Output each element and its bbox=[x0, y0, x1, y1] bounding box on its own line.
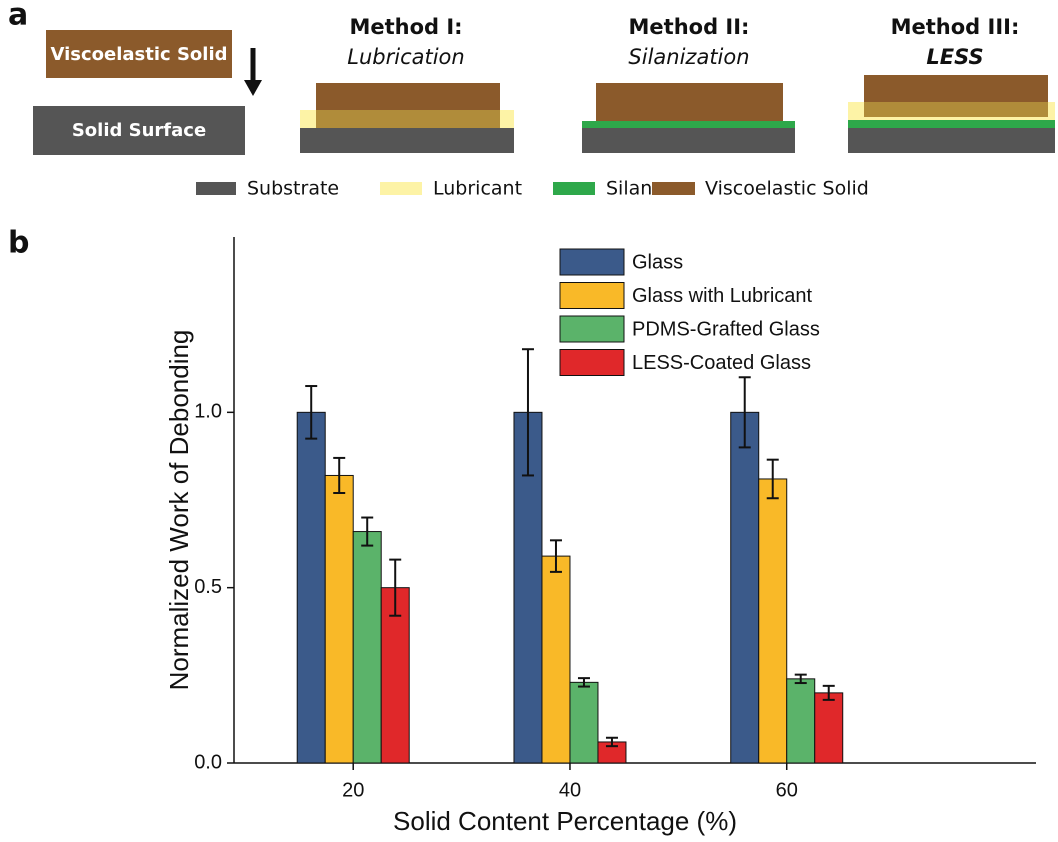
panel-a: a Viscoelastic Solid Solid Surface Metho… bbox=[8, 0, 1055, 200]
bar bbox=[730, 411, 760, 764]
y-tick-label: 0.0 bbox=[194, 751, 222, 773]
bar bbox=[569, 681, 599, 764]
legend-swatch bbox=[559, 349, 625, 376]
x-tick-label: 60 bbox=[776, 779, 798, 801]
bar bbox=[324, 474, 354, 764]
viscoelastic-block bbox=[46, 30, 232, 78]
legend-swatch bbox=[559, 282, 625, 309]
legend-label: Viscoelastic Solid bbox=[705, 178, 869, 200]
panel-label: a bbox=[8, 0, 28, 33]
solid bbox=[316, 83, 500, 110]
y-tick-label: 1.0 bbox=[194, 401, 222, 423]
solid bbox=[596, 83, 783, 121]
bar bbox=[380, 587, 410, 764]
silane bbox=[848, 120, 1055, 128]
panel-label: b bbox=[8, 226, 29, 261]
method-title: Method III: bbox=[891, 15, 1020, 39]
silane bbox=[582, 121, 795, 128]
y-axis-label: Normalized Work of Debonding bbox=[164, 330, 194, 691]
arrow-head bbox=[244, 80, 262, 96]
legend-swatch bbox=[553, 182, 595, 195]
y-tick-label: 0.5 bbox=[194, 576, 222, 598]
x-axis-label: Solid Content Percentage (%) bbox=[393, 806, 737, 836]
legend-swatch bbox=[196, 182, 236, 195]
legend-swatch bbox=[559, 248, 625, 276]
x-tick-label: 20 bbox=[342, 779, 364, 801]
bar bbox=[296, 411, 326, 764]
bar bbox=[814, 692, 844, 764]
substrate bbox=[848, 128, 1055, 153]
surface-label: Solid Surface bbox=[72, 120, 206, 141]
solid bbox=[864, 75, 1048, 102]
legend-label: LESS-Coated Glass bbox=[632, 352, 811, 374]
legend-label: Glass bbox=[632, 251, 683, 273]
x-tick-label: 40 bbox=[559, 779, 581, 801]
method-title: Method I: bbox=[349, 15, 462, 39]
solid-in-lubricant bbox=[864, 102, 1048, 117]
legend-label: Glass with Lubricant bbox=[632, 285, 813, 307]
legend-label: Lubricant bbox=[433, 178, 522, 200]
substrate bbox=[582, 128, 795, 153]
bar bbox=[786, 678, 816, 764]
legend-label: Silane bbox=[606, 178, 664, 200]
legend-swatch bbox=[380, 182, 422, 195]
substrate bbox=[300, 128, 514, 153]
bar bbox=[541, 555, 571, 764]
surface-block bbox=[33, 106, 245, 155]
method-title: Method II: bbox=[629, 15, 750, 39]
legend-label: Substrate bbox=[247, 178, 339, 200]
method-name: Lubrication bbox=[347, 45, 464, 69]
legend-label: PDMS-Grafted Glass bbox=[632, 318, 820, 340]
method-name: LESS bbox=[926, 45, 983, 69]
legend-swatch bbox=[559, 315, 625, 343]
block-label: Viscoelastic Solid bbox=[50, 44, 227, 65]
bar-chart: 0.0 0.5 1.0 20 40 60 Solid Content Percentage … bbox=[164, 237, 1036, 836]
method-name: Silanization bbox=[628, 45, 749, 69]
legend-swatch bbox=[652, 182, 695, 195]
solid-in-lubricant bbox=[316, 110, 500, 128]
bar bbox=[352, 531, 382, 764]
bar bbox=[758, 478, 788, 764]
